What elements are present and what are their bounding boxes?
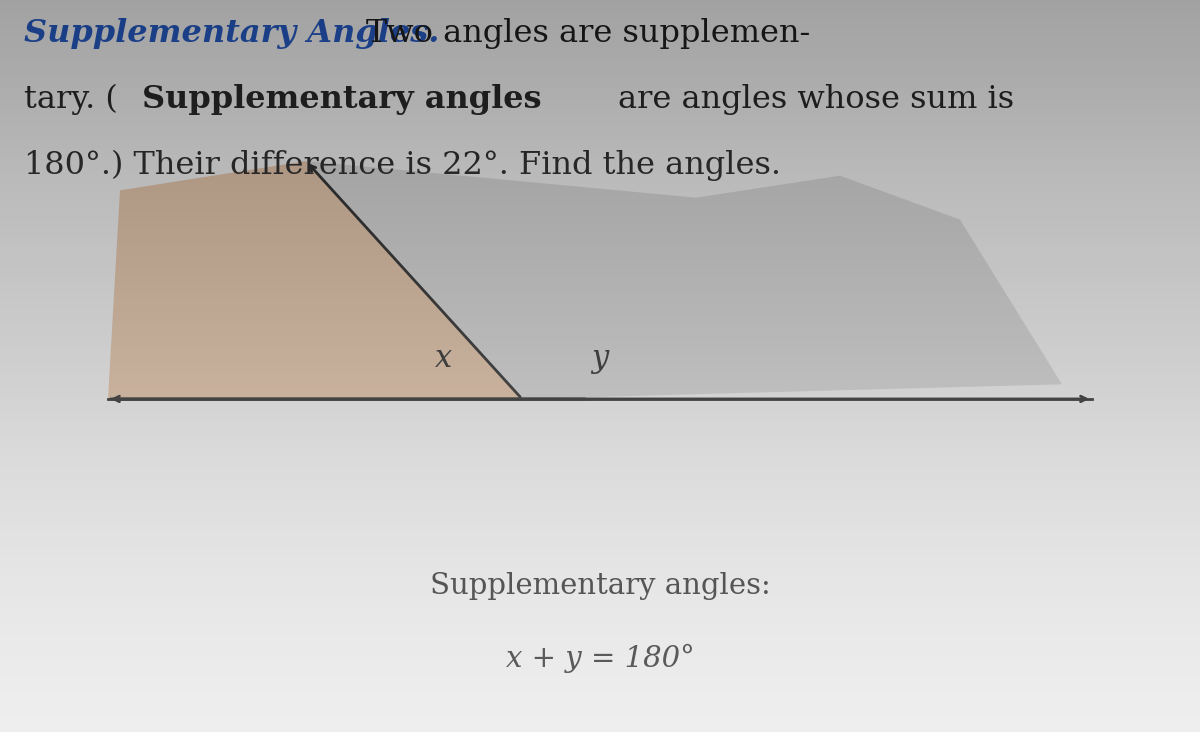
Text: x: x <box>436 343 452 374</box>
Text: are angles whose sum is: are angles whose sum is <box>618 84 1014 115</box>
Text: Supplementary angles:: Supplementary angles: <box>430 572 770 600</box>
Text: Supplementary angles: Supplementary angles <box>142 84 541 115</box>
Polygon shape <box>108 161 522 399</box>
Text: 180°.) Their difference is 22°. Find the angles.: 180°.) Their difference is 22°. Find the… <box>24 150 781 182</box>
Text: x + y = 180°: x + y = 180° <box>505 644 695 673</box>
Polygon shape <box>306 161 1062 399</box>
Text: Supplementary Angles.: Supplementary Angles. <box>24 18 439 49</box>
Text: Two angles are supplemen-: Two angles are supplemen- <box>366 18 810 49</box>
Text: y: y <box>592 343 608 374</box>
Text: tary. (: tary. ( <box>24 84 118 116</box>
